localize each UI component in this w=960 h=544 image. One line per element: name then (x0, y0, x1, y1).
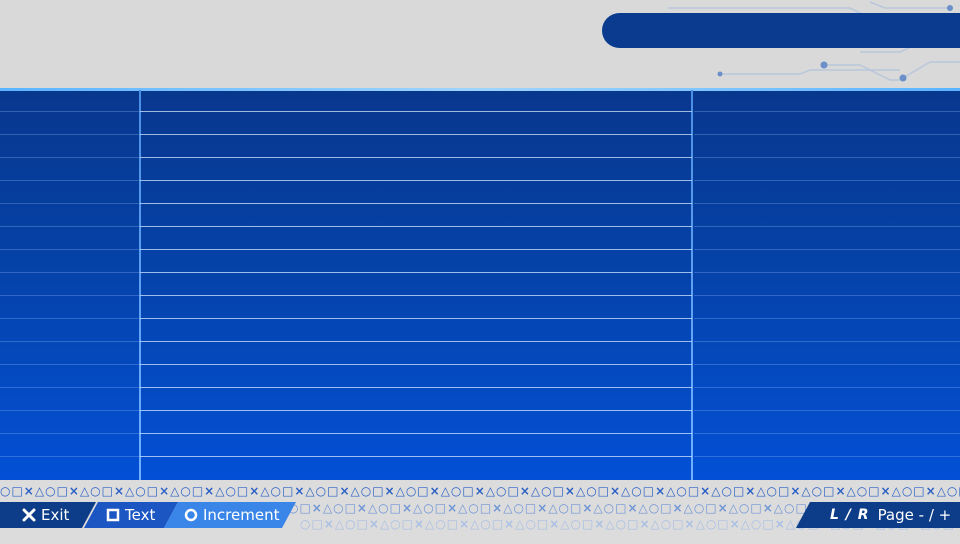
increment-button[interactable]: Increment (164, 502, 296, 528)
row-divider (0, 433, 139, 434)
header-title-pill (602, 13, 960, 48)
row-divider (140, 456, 692, 457)
column-divider (691, 90, 693, 480)
row-divider (140, 134, 692, 135)
row-divider (694, 387, 960, 388)
row-divider (140, 318, 692, 319)
data-table (0, 88, 960, 480)
row-divider (140, 410, 692, 411)
row-divider (694, 318, 960, 319)
row-divider (0, 295, 139, 296)
row-divider (694, 272, 960, 273)
cross-icon (22, 508, 36, 522)
row-divider (694, 295, 960, 296)
row-divider (694, 341, 960, 342)
exit-button[interactable]: Exit (0, 502, 96, 528)
row-divider (140, 387, 692, 388)
row-divider (0, 318, 139, 319)
row-divider (140, 272, 692, 273)
row-divider (0, 456, 139, 457)
row-divider (0, 272, 139, 273)
row-divider (0, 134, 139, 135)
row-divider (694, 134, 960, 135)
page-label: Page - / + (877, 506, 952, 524)
row-divider (694, 456, 960, 457)
footer-button-bar: Exit Text Increment L / R Page - / + (0, 502, 960, 528)
row-divider (0, 341, 139, 342)
row-divider (0, 111, 139, 112)
row-divider (694, 111, 960, 112)
row-divider (694, 157, 960, 158)
text-label: Text (125, 506, 156, 524)
row-divider (694, 180, 960, 181)
row-divider (694, 433, 960, 434)
row-divider (140, 433, 692, 434)
header-panel (0, 0, 960, 88)
page-navigation-button[interactable]: L / R Page - / + (796, 502, 960, 528)
increment-label: Increment (203, 506, 280, 524)
row-divider (0, 203, 139, 204)
row-divider (0, 249, 139, 250)
column-divider (139, 90, 141, 480)
row-divider (0, 364, 139, 365)
row-divider (0, 180, 139, 181)
row-divider (140, 180, 692, 181)
row-divider (694, 410, 960, 411)
row-divider (694, 226, 960, 227)
row-divider (0, 157, 139, 158)
square-icon (106, 508, 120, 522)
row-divider (694, 364, 960, 365)
row-divider (694, 249, 960, 250)
row-divider (0, 226, 139, 227)
circle-icon (184, 508, 198, 522)
row-divider (140, 295, 692, 296)
row-divider (140, 364, 692, 365)
text-button[interactable]: Text (84, 502, 178, 528)
row-divider (140, 157, 692, 158)
exit-label: Exit (41, 506, 70, 524)
row-divider (140, 226, 692, 227)
row-divider (140, 203, 692, 204)
row-divider (0, 387, 139, 388)
row-divider (694, 203, 960, 204)
symbol-row: ○□×△○□×△○□×△○□×△○□×△○□×△○□×△○□×△○□×△○□×△… (300, 517, 960, 531)
symbol-row: ○□×△○□×△○□×△○□×△○□×△○□×△○□×△○□×△○□×△○□×△… (288, 501, 960, 515)
row-divider (140, 341, 692, 342)
row-divider (140, 249, 692, 250)
symbol-row: ○□×△○□×△○□×△○□×△○□×△○□×△○□×△○□×△○□×△○□×△… (0, 484, 960, 498)
row-divider (0, 410, 139, 411)
lr-shoulder-label: L / R (830, 507, 870, 523)
row-divider (140, 111, 692, 112)
